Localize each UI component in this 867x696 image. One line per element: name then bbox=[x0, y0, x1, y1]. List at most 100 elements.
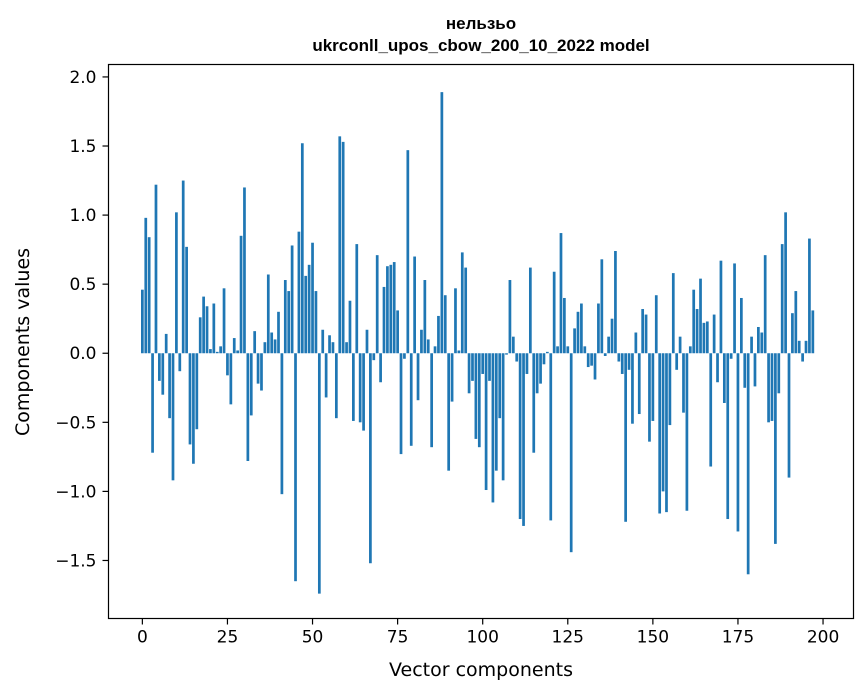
x-tick-label: 50 bbox=[302, 628, 324, 648]
y-axis-label: Components values bbox=[12, 248, 34, 436]
bar bbox=[437, 315, 440, 354]
bar bbox=[386, 266, 389, 354]
bar bbox=[733, 263, 736, 354]
bar bbox=[420, 329, 423, 354]
bar bbox=[757, 326, 760, 354]
bar bbox=[559, 233, 563, 354]
bar bbox=[603, 353, 607, 356]
bar bbox=[801, 353, 804, 362]
bar bbox=[352, 353, 355, 421]
bar bbox=[215, 351, 219, 354]
bar bbox=[770, 353, 774, 421]
bar bbox=[260, 353, 263, 391]
bar bbox=[454, 288, 457, 354]
bar bbox=[205, 306, 209, 354]
bar bbox=[324, 353, 328, 398]
bar bbox=[658, 353, 662, 514]
bar bbox=[767, 353, 770, 423]
bar bbox=[297, 231, 301, 354]
bar bbox=[144, 217, 148, 354]
bar bbox=[729, 353, 733, 359]
bar bbox=[791, 313, 794, 354]
bar bbox=[511, 336, 515, 354]
bar bbox=[682, 353, 685, 413]
bar bbox=[787, 353, 791, 478]
bar bbox=[147, 237, 151, 354]
bar bbox=[784, 212, 787, 354]
bar bbox=[202, 296, 205, 354]
bar bbox=[277, 311, 280, 354]
x-tick-label: 100 bbox=[466, 628, 498, 648]
bar bbox=[665, 353, 668, 513]
bar bbox=[494, 353, 498, 471]
bar bbox=[236, 350, 240, 354]
bar bbox=[746, 353, 750, 575]
bar bbox=[341, 141, 345, 354]
bar bbox=[508, 280, 512, 354]
bar bbox=[763, 255, 767, 354]
bar bbox=[178, 353, 182, 372]
x-tick-label: 200 bbox=[807, 628, 839, 648]
bar bbox=[209, 349, 212, 354]
bar bbox=[151, 353, 154, 453]
bar bbox=[477, 353, 481, 448]
x-axis-label: Vector components bbox=[389, 659, 573, 681]
bar bbox=[369, 353, 372, 564]
x-tick-label: 75 bbox=[387, 628, 409, 648]
bar bbox=[712, 314, 716, 354]
bar bbox=[171, 353, 175, 481]
bar bbox=[471, 353, 474, 381]
bar bbox=[406, 150, 410, 354]
bar bbox=[539, 353, 542, 384]
bar bbox=[192, 353, 195, 464]
bar bbox=[464, 267, 468, 354]
bar bbox=[774, 353, 777, 544]
bar bbox=[181, 180, 185, 354]
y-tick-label: 0.0 bbox=[69, 344, 96, 364]
bar bbox=[515, 353, 519, 362]
x-tick-label: 125 bbox=[552, 628, 584, 648]
bar bbox=[484, 353, 488, 491]
bar bbox=[273, 339, 277, 354]
y-tick-label: −0.5 bbox=[55, 413, 96, 433]
bar bbox=[195, 353, 199, 430]
bar bbox=[797, 340, 801, 354]
bar bbox=[719, 260, 723, 354]
bar bbox=[583, 346, 587, 354]
bar bbox=[413, 256, 416, 354]
bar bbox=[175, 212, 178, 354]
x-tick-label: 0 bbox=[137, 628, 148, 648]
bar bbox=[372, 353, 376, 361]
bar bbox=[573, 328, 576, 354]
x-axis-ticks: 0 25 50 75 100 125 150 175 200 bbox=[137, 618, 839, 648]
bar bbox=[450, 353, 454, 402]
bar bbox=[185, 246, 188, 354]
bar bbox=[328, 335, 331, 354]
bar bbox=[331, 342, 335, 354]
bar bbox=[219, 346, 222, 354]
bar bbox=[620, 353, 624, 374]
bar bbox=[158, 353, 161, 381]
bar bbox=[460, 252, 464, 354]
bar bbox=[522, 353, 525, 526]
bar bbox=[590, 353, 593, 366]
y-tick-label: 1.0 bbox=[69, 206, 96, 226]
bar bbox=[430, 353, 434, 448]
bar bbox=[634, 332, 638, 354]
bar bbox=[542, 353, 546, 365]
bar bbox=[593, 353, 597, 380]
bar bbox=[365, 329, 369, 354]
bar bbox=[726, 353, 730, 520]
bar bbox=[440, 92, 444, 354]
bar bbox=[375, 255, 379, 354]
bar bbox=[481, 353, 485, 374]
bar bbox=[546, 351, 549, 354]
bar bbox=[705, 321, 709, 354]
bar bbox=[392, 262, 396, 354]
bar bbox=[314, 291, 318, 354]
bar bbox=[576, 311, 580, 354]
bar bbox=[525, 353, 529, 374]
bar bbox=[232, 338, 236, 354]
bar bbox=[566, 346, 570, 354]
y-tick-label: 0.5 bbox=[69, 275, 96, 295]
